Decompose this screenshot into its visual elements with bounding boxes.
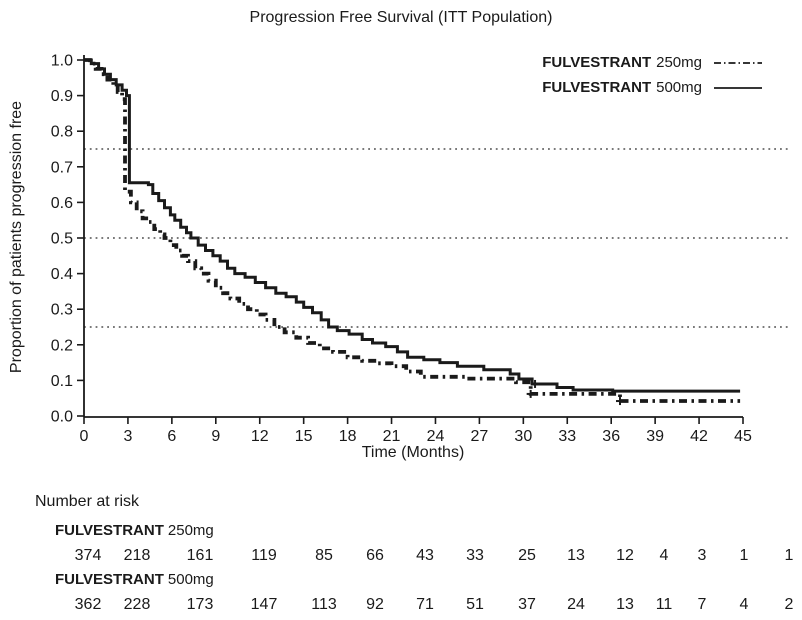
legend-drug-label: FULVESTRANT <box>542 54 652 71</box>
x-tick-label: 27 <box>471 428 489 445</box>
risk-value: 13 <box>567 547 585 564</box>
chart-title: Progression Free Survival (ITT Populatio… <box>249 9 553 26</box>
legend: FULVESTRANT 250mg FULVESTRANT 500mg <box>470 50 762 100</box>
risk-dose-label: 250mg <box>167 522 214 539</box>
risk-value: 113 <box>311 596 337 613</box>
y-tick-label: 0.9 <box>51 88 73 105</box>
x-tick-label: 36 <box>602 428 620 445</box>
risk-value: 1 <box>739 547 749 564</box>
risk-value: 43 <box>416 547 434 564</box>
risk-value: 13 <box>616 596 634 613</box>
risk-value: 147 <box>250 596 278 613</box>
risk-values-row-500mg: 362 228 173 147 113 92 71 51 37 24 13 11 7 4 2 <box>0 596 802 616</box>
risk-drug-label: FULVESTRANT <box>55 522 164 539</box>
x-tick-label: 42 <box>690 428 708 445</box>
risk-value: 92 <box>366 596 384 613</box>
legend-dose-label: 250mg <box>656 54 702 71</box>
risk-row-label-250mg: FULVESTRANT 250mg <box>55 522 214 539</box>
risk-value: 12 <box>616 547 634 564</box>
x-tick-label: 45 <box>734 428 752 445</box>
x-tick-label: 30 <box>514 428 532 445</box>
risk-value: 33 <box>466 547 484 564</box>
x-axis-title: Time (Months) <box>361 444 465 461</box>
risk-table-heading: Number at risk <box>35 493 140 510</box>
y-tick-label: 0.5 <box>51 231 73 248</box>
x-tick-label: 33 <box>558 428 576 445</box>
legend-drug-label: FULVESTRANT <box>542 79 652 96</box>
x-tick-label: 18 <box>339 428 357 445</box>
y-tick-label: 0.6 <box>51 195 73 212</box>
risk-value: 374 <box>74 547 102 564</box>
risk-value: 362 <box>74 596 102 613</box>
legend-item-fulvestrant-500mg: FULVESTRANT 500mg <box>470 75 762 100</box>
risk-values-row-250mg: 374 218 161 119 85 66 43 33 25 13 12 4 3 1 1 <box>0 547 802 567</box>
risk-value: 2 <box>784 596 794 613</box>
risk-value: 25 <box>518 547 536 564</box>
x-tick-label: 9 <box>211 428 220 445</box>
risk-value: 119 <box>251 547 277 564</box>
y-tick-label: 0.8 <box>51 124 73 141</box>
legend-line-sample-dashdot <box>714 61 762 64</box>
x-tick-label: 21 <box>383 428 401 445</box>
km-curve-500mg <box>84 58 741 393</box>
y-tick-label: 0.0 <box>51 409 73 426</box>
x-tick-label: 39 <box>646 428 664 445</box>
x-tick-label: 0 <box>80 428 89 445</box>
risk-value: 11 <box>655 596 673 613</box>
risk-value: 218 <box>123 547 151 564</box>
risk-drug-label: FULVESTRANT <box>55 571 164 588</box>
y-tick-label: 0.1 <box>51 373 73 390</box>
risk-value: 161 <box>186 547 214 564</box>
risk-dose-label: 500mg <box>167 571 214 588</box>
risk-row-label-500mg: FULVESTRANT 500mg <box>55 571 214 588</box>
legend-item-fulvestrant-250mg: FULVESTRANT 250mg <box>470 50 762 75</box>
risk-value: 71 <box>416 596 434 613</box>
y-tick-label: 0.2 <box>51 337 73 354</box>
km-curve-250mg <box>84 58 741 403</box>
x-tick-label: 15 <box>295 428 313 445</box>
risk-value: 37 <box>518 596 536 613</box>
risk-value: 173 <box>186 596 214 613</box>
legend-line-sample-solid <box>714 86 762 89</box>
risk-value: 4 <box>659 547 669 564</box>
risk-value: 24 <box>567 596 585 613</box>
x-tick-label: 24 <box>427 428 445 445</box>
y-tick-label: 0.7 <box>51 159 73 176</box>
risk-value: 3 <box>697 547 707 564</box>
risk-value: 66 <box>366 547 384 564</box>
y-axis-title: Proportion of patients progression free <box>8 100 25 374</box>
risk-value: 7 <box>697 596 707 613</box>
risk-value: 85 <box>315 547 333 564</box>
y-tick-label: 0.4 <box>51 266 73 283</box>
risk-value: 228 <box>123 596 151 613</box>
y-tick-label: 0.3 <box>51 302 73 319</box>
x-tick-label: 6 <box>167 428 176 445</box>
y-tick-label: 1.0 <box>51 53 73 70</box>
risk-value: 4 <box>739 596 749 613</box>
risk-value: 1 <box>784 547 794 564</box>
km-plot-canvas: 0.00.10.20.30.40.50.60.70.80.91.00 3 6 9 12 1… <box>51 53 788 445</box>
x-tick-label: 12 <box>251 428 269 445</box>
legend-dose-label: 500mg <box>656 79 702 96</box>
risk-value: 51 <box>466 596 484 613</box>
x-tick-label: 3 <box>123 428 132 445</box>
